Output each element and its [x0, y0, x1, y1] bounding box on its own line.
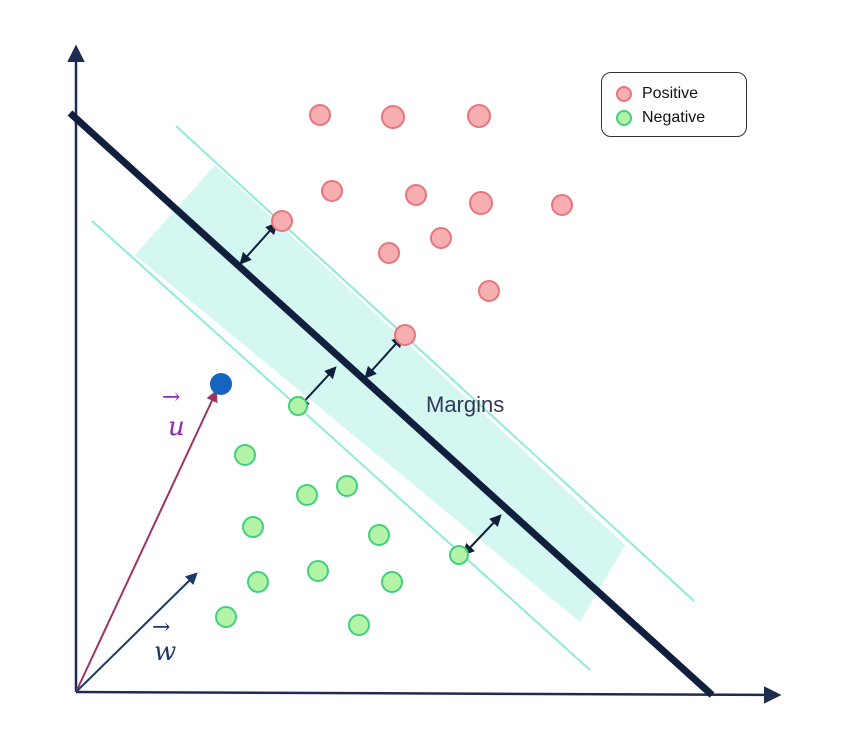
- pink-circle-icon: [616, 86, 632, 102]
- negative-point: [368, 524, 390, 546]
- negative-point: [449, 545, 469, 565]
- positive-point: [381, 105, 405, 129]
- margins-label: Margins: [426, 392, 504, 417]
- positive-point: [467, 104, 491, 128]
- positive-point: [405, 184, 427, 206]
- margin-arrow-1: [239, 222, 278, 265]
- positive-point: [321, 180, 343, 202]
- point-u: [210, 373, 232, 395]
- vector-u-arrow-glyph: →: [162, 385, 180, 410]
- legend-label-positive: Positive: [642, 85, 699, 102]
- negative-point: [234, 444, 256, 466]
- positive-point: [394, 324, 416, 346]
- positive-point: [309, 104, 331, 126]
- negative-point: [215, 606, 237, 628]
- positive-points: [271, 104, 573, 346]
- negative-point: [288, 396, 308, 416]
- positive-point: [478, 280, 500, 302]
- vector-u-arrow: [75, 389, 218, 693]
- margin-arrow-4: [462, 514, 502, 556]
- vector-w-label: w: [154, 637, 176, 667]
- positive-point: [378, 242, 400, 264]
- negative-point: [296, 484, 318, 506]
- lower-margin-line: [91, 220, 591, 671]
- legend: Positive Negative: [601, 72, 747, 137]
- negative-point: [336, 475, 358, 497]
- negative-point: [381, 571, 403, 593]
- margin-arrow-2: [364, 335, 404, 379]
- legend-item-positive: Positive: [616, 83, 698, 105]
- positive-point: [469, 191, 493, 215]
- legend-label-negative: Negative: [642, 109, 706, 126]
- vector-u-label: u: [168, 412, 185, 442]
- negative-point: [247, 571, 269, 593]
- x-axis: [75, 686, 782, 704]
- positive-point: [551, 194, 573, 216]
- vector-w-arrow-glyph: →: [152, 615, 170, 640]
- negative-point: [348, 614, 370, 636]
- upper-margin-line: [175, 125, 695, 602]
- positive-point: [271, 210, 293, 232]
- negative-point: [242, 516, 264, 538]
- positive-point: [430, 227, 452, 249]
- green-circle-icon: [616, 110, 632, 126]
- vector-w-arrow: [75, 572, 198, 693]
- negative-points: [215, 396, 469, 636]
- legend-item-negative: Negative: [616, 107, 705, 129]
- negative-point: [307, 560, 329, 582]
- decision-hyperplane: [67, 110, 715, 698]
